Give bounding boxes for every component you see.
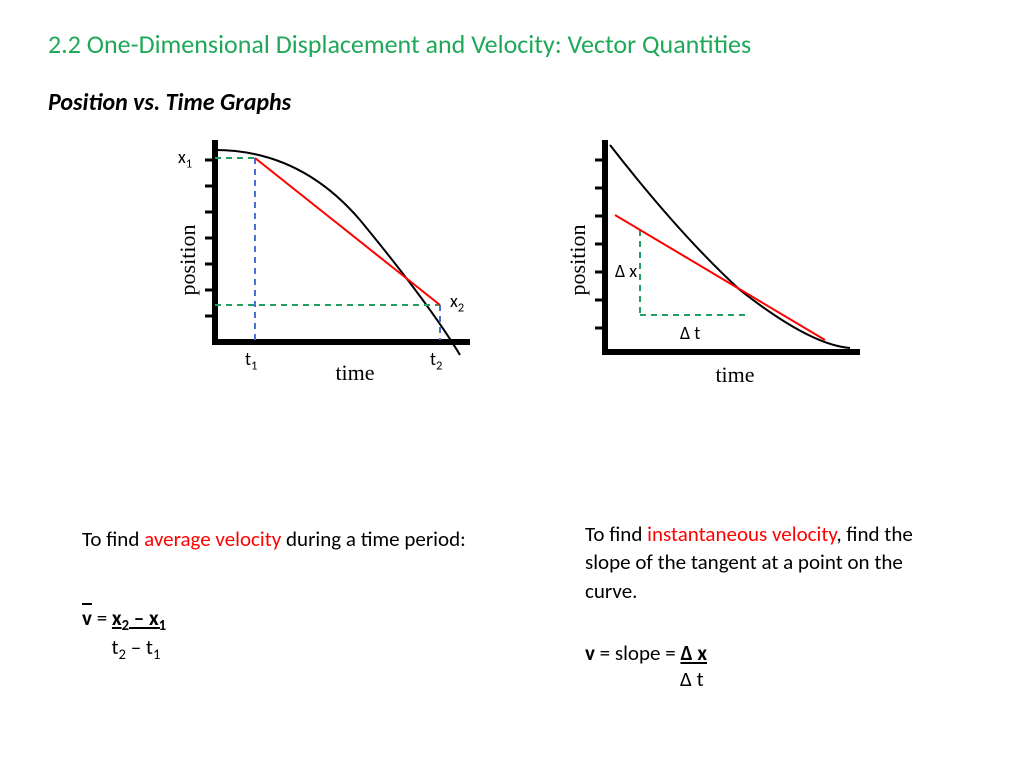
formula-instantaneous-velocity: v = slope = Δ x v = slope = Δ t: [585, 640, 707, 692]
label-x2: x2: [450, 290, 464, 316]
svg-text:position: position: [565, 225, 590, 296]
label-t2: t2: [430, 348, 442, 374]
formula-average-velocity: v = x2 – x1 v = t2 – t1: [82, 605, 166, 663]
page-title: 2.2 One-Dimensional Displacement and Vel…: [48, 28, 751, 60]
svg-text:time: time: [335, 360, 374, 385]
chart-instantaneous-velocity: position time: [560, 130, 890, 390]
svg-text:time: time: [715, 362, 754, 387]
label-x1: x1: [178, 146, 192, 172]
text-instantaneous-velocity: To find instantaneous velocity, find the…: [585, 520, 955, 605]
label-t1: t1: [245, 348, 257, 374]
text-average-velocity: To find average velocity during a time p…: [82, 525, 482, 553]
label-delta-x: Δ x: [615, 260, 637, 282]
section-subtitle: Position vs. Time Graphs: [48, 88, 291, 117]
svg-text:position: position: [175, 225, 200, 296]
chart-average-velocity: position time: [170, 130, 510, 390]
label-delta-t: Δ t: [680, 322, 700, 344]
